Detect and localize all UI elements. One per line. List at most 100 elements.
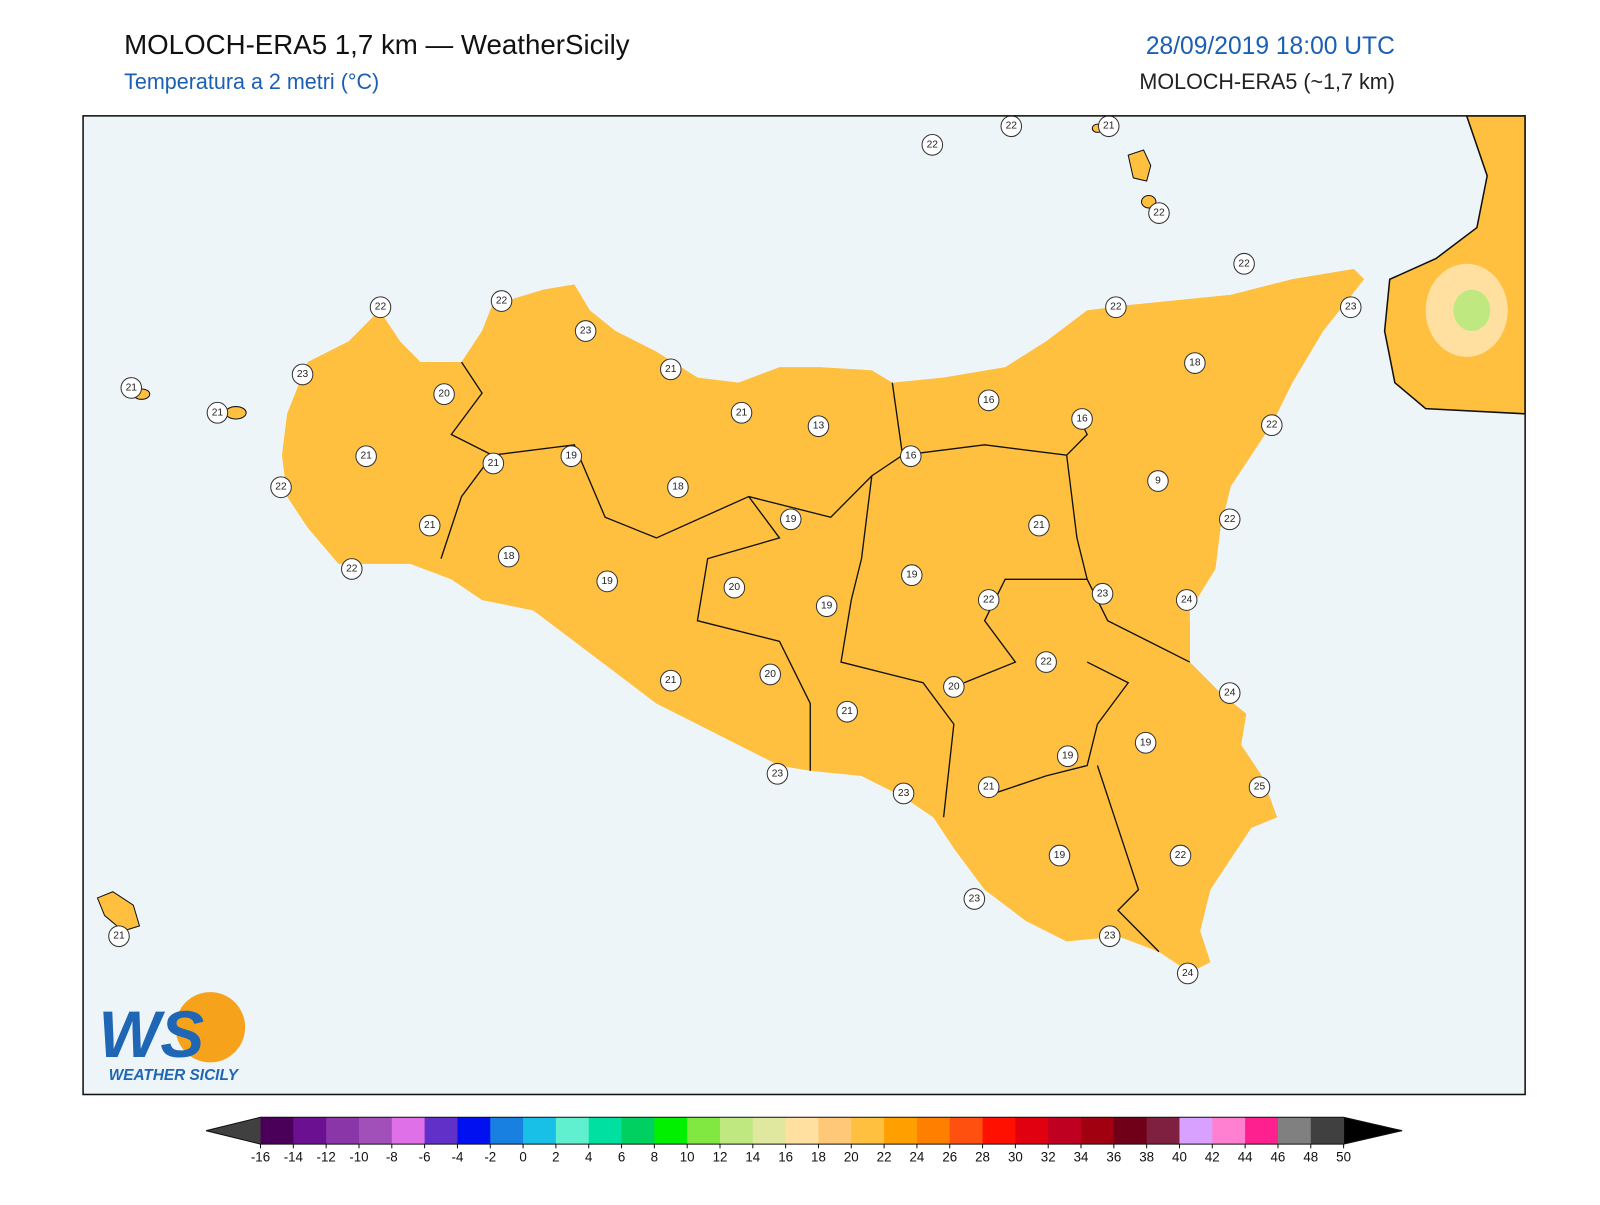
station-marker [560, 445, 583, 468]
colorbar-tick-label: -14 [284, 1150, 304, 1165]
island [225, 406, 247, 420]
colorbar-tick-label: 44 [1238, 1150, 1253, 1165]
colorbar-segment [720, 1117, 754, 1145]
station-value: 18 [672, 482, 684, 493]
colorbar-tick-label: 38 [1139, 1150, 1154, 1165]
logo-mark: WS [98, 997, 204, 1071]
colorbar-segment [490, 1117, 524, 1145]
station-value: 24 [1181, 594, 1193, 605]
colorbar-tick-label: 34 [1074, 1150, 1089, 1165]
colorbar-segment [785, 1117, 819, 1145]
station-value: 20 [438, 389, 450, 400]
station-value: 19 [1062, 751, 1074, 762]
station-value: 18 [1189, 358, 1201, 369]
colorbar-tick-label: 40 [1172, 1150, 1187, 1165]
colorbar-segment [326, 1117, 360, 1145]
station-marker [1098, 925, 1121, 948]
station-marker [1056, 745, 1079, 768]
station-value: 22 [496, 296, 508, 307]
station-layer: 22 22 21 22 22 23 22 18 22 16 16 9 22 16 13 21 21 23 22 22 2… [108, 115, 1362, 985]
colorbar-segment [818, 1117, 852, 1145]
station-value: 13 [813, 421, 825, 432]
station-marker [369, 296, 392, 319]
station-value: 18 [503, 551, 515, 562]
station-marker [1176, 962, 1199, 985]
colorbar-tick-label: 30 [1008, 1150, 1023, 1165]
colorbar-tick-label: 24 [910, 1150, 925, 1165]
colorbar-segment [752, 1117, 787, 1145]
colorbar-segment [1277, 1117, 1312, 1145]
colorbar-segment [1081, 1117, 1115, 1145]
colorbar-segment [1179, 1117, 1213, 1145]
station-value: 22 [275, 482, 287, 493]
colorbar-over [1343, 1117, 1403, 1145]
station-marker [667, 476, 689, 499]
station-marker [433, 383, 455, 406]
logo-sun [175, 992, 246, 1063]
station-value: 21 [424, 520, 436, 531]
station-marker [1147, 470, 1169, 492]
colorbar-tick-label: 4 [585, 1150, 593, 1165]
station-value: 24 [1182, 968, 1194, 979]
station-marker [730, 401, 753, 424]
station-marker [1184, 352, 1206, 374]
station-marker [836, 700, 858, 723]
station-value: 21 [736, 407, 748, 418]
station-marker [943, 676, 965, 698]
station-value: 22 [346, 563, 358, 574]
station-marker [1340, 296, 1362, 319]
station-marker [1218, 682, 1241, 704]
colorbar-tick-label: 16 [778, 1150, 793, 1165]
station-value: 21 [1033, 520, 1045, 531]
colorbar-segment [982, 1117, 1016, 1145]
station-value: 23 [1104, 931, 1116, 942]
station-marker [660, 358, 682, 381]
island [1127, 149, 1152, 182]
colorbar-tick-label: 50 [1336, 1150, 1351, 1165]
station-value: 19 [906, 570, 918, 581]
station-value: 19 [1054, 850, 1066, 861]
station-marker [660, 669, 682, 692]
station-value: 22 [927, 139, 939, 150]
station-value: 22 [1266, 420, 1278, 431]
colorbar-tick-label: 32 [1041, 1150, 1056, 1165]
station-marker [418, 514, 441, 537]
map-frame [82, 115, 1526, 1096]
station-marker [1028, 514, 1050, 537]
station-marker [921, 133, 944, 156]
station-marker [206, 401, 229, 424]
station-value: 20 [948, 681, 960, 692]
colorbar-tick-label: 14 [745, 1150, 760, 1165]
station-marker [1048, 844, 1071, 867]
colorbar-tick-label: 20 [844, 1150, 859, 1165]
station-marker [270, 476, 292, 499]
colorbar-segment [621, 1117, 655, 1145]
colorbar-tick-label: 26 [942, 1150, 957, 1165]
station-value: 23 [772, 768, 784, 779]
station-value: 16 [905, 451, 917, 462]
station-value: 23 [969, 893, 981, 904]
colorbar-tick-label: -12 [317, 1150, 336, 1165]
station-value: 24 [1224, 688, 1236, 699]
colorbar-tick-label: 0 [519, 1150, 526, 1165]
colorbar-segment [1113, 1117, 1148, 1145]
colorbar-segment [851, 1117, 885, 1145]
station-value: 22 [1238, 258, 1250, 269]
station-value: 21 [126, 382, 138, 393]
colorbar-tick-label: 42 [1205, 1150, 1220, 1165]
colorbar-tick-label: -8 [386, 1150, 398, 1165]
station-value: 19 [566, 451, 578, 462]
station-value: 19 [1140, 737, 1152, 748]
station-marker [120, 377, 143, 399]
station-value: 21 [841, 706, 853, 717]
colorbar-segment [949, 1117, 984, 1145]
station-value: 22 [1224, 514, 1236, 525]
station-value: 21 [665, 675, 677, 686]
subtitle: Temperatura a 2 metri (°C) [124, 69, 379, 94]
station-marker [1134, 731, 1157, 754]
colorbar-segment [358, 1117, 393, 1145]
station-marker [108, 925, 130, 948]
station-value: 22 [1006, 121, 1018, 132]
colorbar-segment [654, 1117, 688, 1145]
station-value: 19 [601, 576, 613, 587]
